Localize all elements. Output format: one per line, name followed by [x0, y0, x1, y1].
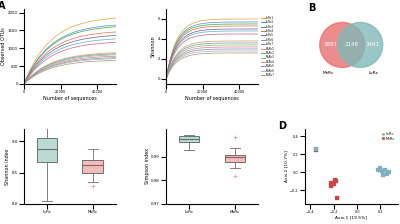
- Point: [380, 173, 386, 177]
- Point: [328, 181, 334, 185]
- X-axis label: Axis.1 [19.5%]: Axis.1 [19.5%]: [335, 215, 367, 220]
- Text: D: D: [278, 121, 286, 131]
- Legend: LcRc1, LcRc2, LcRc3, LcRc4, LcRc5, LcRc6, LcRc7, MsRc1, MsRc2, MsRc3, MsRc4, MsR: LcRc1, LcRc2, LcRc3, LcRc4, LcRc5, LcRc6…: [260, 15, 275, 78]
- Legend: LcRc, MsRc: LcRc, MsRc: [380, 131, 396, 142]
- Y-axis label: Observed OTUs: Observed OTUs: [1, 28, 6, 65]
- PathPatch shape: [179, 136, 199, 142]
- Point: [313, 148, 319, 151]
- Point: [328, 184, 334, 187]
- Point: [378, 170, 385, 173]
- PathPatch shape: [82, 160, 103, 173]
- Point: [384, 172, 391, 176]
- PathPatch shape: [37, 138, 57, 162]
- Point: [375, 168, 381, 171]
- Text: 3881: 3881: [323, 42, 337, 47]
- Point: [313, 147, 319, 151]
- Text: A: A: [0, 2, 6, 11]
- Point: [330, 182, 337, 186]
- Point: [333, 179, 339, 183]
- Point: [334, 196, 340, 199]
- Point: [90, 185, 96, 188]
- X-axis label: Number of sequences: Number of sequences: [185, 96, 239, 101]
- Point: [377, 166, 384, 170]
- Point: [382, 169, 388, 172]
- Point: [232, 135, 238, 139]
- Circle shape: [338, 22, 383, 67]
- Y-axis label: Axis.2 [10.7%]: Axis.2 [10.7%]: [284, 151, 288, 182]
- Text: MsRc: MsRc: [323, 71, 334, 75]
- Text: LcRc: LcRc: [369, 71, 379, 75]
- Circle shape: [320, 22, 365, 67]
- Y-axis label: Shannon: Shannon: [151, 36, 156, 57]
- Text: B: B: [308, 3, 315, 13]
- Point: [386, 170, 392, 174]
- Text: 2148: 2148: [344, 42, 358, 47]
- Point: [232, 174, 238, 178]
- Point: [332, 179, 338, 182]
- X-axis label: Number of sequences: Number of sequences: [43, 96, 97, 101]
- Text: 3491: 3491: [365, 42, 379, 47]
- Y-axis label: Simpson index: Simpson index: [145, 148, 150, 184]
- Y-axis label: Shannon index: Shannon index: [5, 148, 10, 185]
- PathPatch shape: [224, 155, 245, 162]
